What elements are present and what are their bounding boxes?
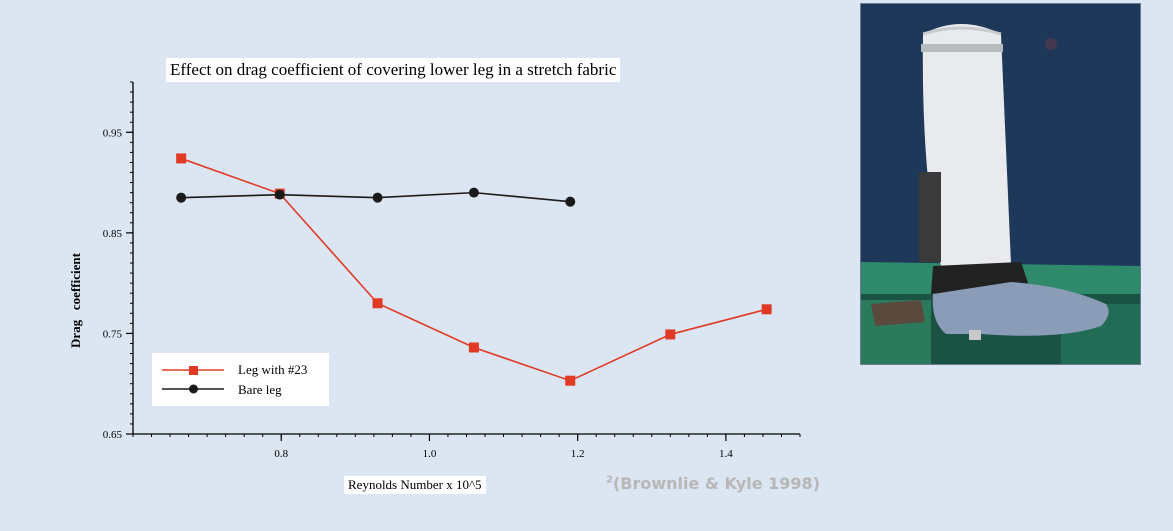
x-tick-label: 1.0 bbox=[423, 448, 437, 460]
legend-marker-square bbox=[162, 366, 224, 375]
y-tick-label: 0.65 bbox=[103, 429, 123, 441]
data-point-circle bbox=[468, 187, 479, 198]
data-point-square bbox=[761, 304, 772, 315]
y-tick-label: 0.95 bbox=[103, 127, 123, 139]
data-point-square bbox=[468, 342, 479, 353]
x-tick-label: 0.8 bbox=[274, 448, 288, 460]
data-point-circle bbox=[372, 192, 383, 203]
citation-superscript: 2 bbox=[606, 474, 613, 486]
data-point-circle bbox=[274, 189, 285, 200]
data-point-square bbox=[565, 375, 576, 386]
data-point-square bbox=[176, 153, 187, 164]
legend-entry-leg-with-23: Leg with #23 bbox=[152, 361, 329, 379]
x-tick-label: 1.2 bbox=[571, 448, 585, 460]
legend-marker-circle bbox=[162, 384, 224, 394]
chart-title: Effect on drag coefficient of covering l… bbox=[166, 58, 621, 82]
data-point-square bbox=[665, 329, 676, 340]
legend-entry-bare-leg: Bare leg bbox=[152, 381, 329, 399]
citation: 2(Brownlie & Kyle 1998) bbox=[606, 474, 820, 493]
data-point-circle bbox=[565, 196, 576, 207]
drag-coefficient-chart: 0.8 1.0 1.2 1.4 0.65 0.75 0.85 0.95 bbox=[103, 81, 801, 460]
legend-label-bare-leg: Bare leg bbox=[238, 382, 282, 397]
y-tick-label: 0.75 bbox=[103, 328, 123, 340]
x-axis-label: Reynolds Number x 10^5 bbox=[344, 476, 486, 494]
legend: Leg with #23 Bare leg bbox=[152, 353, 329, 406]
citation-text: (Brownlie & Kyle 1998) bbox=[612, 474, 820, 493]
x-tick-label: 1.4 bbox=[719, 448, 733, 460]
leg-model-photo bbox=[860, 3, 1141, 365]
data-point-square bbox=[372, 298, 383, 309]
y-tick-label: 0.85 bbox=[103, 228, 123, 240]
legend-label-leg-with-23: Leg with #23 bbox=[238, 362, 308, 377]
data-point-circle bbox=[176, 192, 187, 203]
y-axis-label: Drag coefficient bbox=[68, 253, 83, 348]
